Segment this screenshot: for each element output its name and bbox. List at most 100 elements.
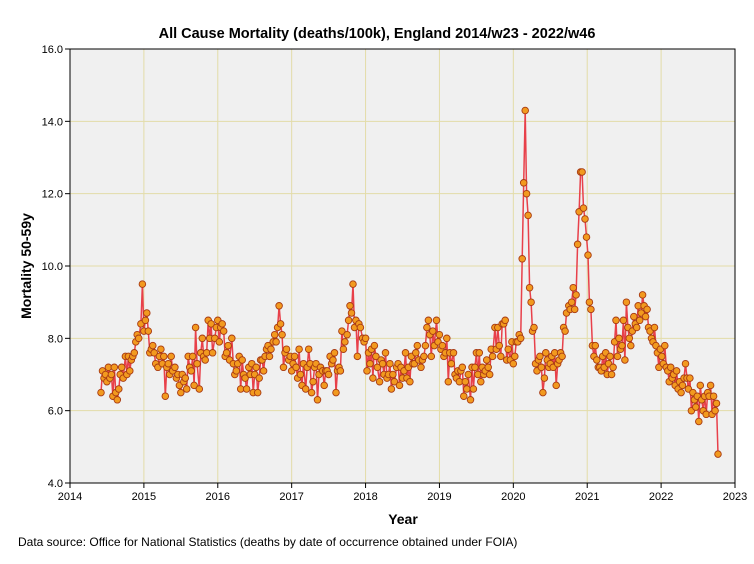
x-tick-label: 2015	[132, 491, 156, 503]
data-point	[584, 251, 592, 259]
data-point	[272, 338, 280, 346]
x-tick-label: 2023	[723, 491, 747, 503]
data-point	[157, 345, 165, 353]
data-point	[295, 345, 303, 353]
data-point	[253, 388, 262, 397]
data-point	[443, 334, 451, 343]
x-tick-label: 2020	[501, 491, 525, 503]
data-point	[709, 392, 718, 400]
data-point	[712, 399, 721, 408]
data-point	[218, 320, 226, 328]
data-point	[208, 349, 217, 357]
data-point	[706, 381, 715, 390]
data-point	[521, 106, 529, 115]
data-source-caption: Data source: Office for National Statist…	[18, 535, 518, 549]
data-point	[144, 327, 153, 335]
y-tick-label: 8.0	[48, 333, 63, 345]
data-point	[461, 377, 470, 386]
data-point	[275, 302, 283, 310]
data-point	[110, 363, 119, 372]
data-point	[612, 316, 620, 325]
data-point	[539, 388, 547, 397]
data-point	[270, 330, 279, 339]
data-point	[420, 352, 428, 361]
y-tick-label: 6.0	[48, 406, 63, 418]
data-point	[395, 381, 404, 390]
data-point	[607, 370, 616, 379]
data-point	[182, 385, 191, 393]
data-point	[516, 334, 525, 343]
data-point	[471, 363, 479, 372]
data-point	[164, 359, 173, 368]
data-point	[677, 388, 685, 397]
data-point	[525, 283, 534, 292]
data-point	[643, 305, 651, 314]
data-point	[622, 298, 631, 306]
data-point	[361, 334, 370, 343]
data-point	[320, 381, 328, 390]
y-tick-label: 14.0	[42, 116, 63, 128]
data-point	[484, 363, 492, 372]
data-point	[413, 341, 422, 350]
data-point	[570, 305, 579, 314]
data-point	[238, 356, 246, 364]
data-point	[150, 349, 158, 357]
data-point	[615, 334, 623, 343]
data-point	[501, 316, 509, 325]
data-point	[464, 370, 473, 379]
data-point	[449, 349, 458, 357]
data-point	[485, 370, 494, 379]
data-point	[329, 356, 337, 364]
data-point	[632, 323, 641, 332]
data-point	[336, 367, 345, 375]
data-point	[107, 370, 116, 379]
data-point	[296, 370, 305, 379]
data-point	[509, 359, 518, 368]
x-tick-label: 2017	[279, 491, 303, 503]
data-point	[475, 349, 484, 357]
data-point	[304, 345, 313, 353]
data-point	[527, 298, 535, 306]
data-point	[581, 215, 589, 223]
data-point	[711, 406, 719, 415]
data-point	[458, 363, 467, 372]
data-point	[219, 327, 228, 335]
data-point	[161, 392, 170, 400]
data-point	[522, 189, 531, 198]
data-point	[630, 312, 638, 321]
data-point	[370, 341, 379, 350]
data-point	[201, 356, 209, 364]
data-point	[650, 323, 659, 332]
data-point	[228, 334, 236, 343]
data-point	[387, 385, 396, 393]
y-tick-label: 16.0	[42, 44, 63, 56]
x-tick-label: 2016	[206, 491, 230, 503]
data-point	[338, 327, 346, 335]
data-point	[207, 320, 215, 328]
data-point	[138, 280, 147, 288]
data-point	[666, 363, 675, 372]
data-point	[424, 316, 433, 325]
data-point	[447, 359, 456, 368]
data-point	[591, 341, 600, 350]
data-point	[346, 302, 354, 310]
data-point	[401, 349, 410, 357]
data-point	[353, 352, 362, 361]
data-point	[638, 291, 647, 299]
data-point	[429, 327, 437, 335]
y-tick-label: 4.0	[48, 478, 63, 490]
chart-title: All Cause Mortality (deaths/100k), Engla…	[159, 26, 596, 42]
x-tick-label: 2021	[575, 491, 599, 503]
data-point	[613, 352, 622, 361]
data-point	[130, 349, 139, 357]
data-point	[215, 338, 224, 346]
data-point	[126, 367, 134, 375]
data-point	[224, 341, 232, 350]
data-point	[366, 359, 374, 368]
data-point	[290, 352, 299, 361]
data-point	[579, 204, 588, 212]
data-point	[181, 374, 190, 382]
data-point	[115, 385, 123, 393]
data-point	[313, 396, 322, 404]
data-point	[435, 330, 444, 339]
